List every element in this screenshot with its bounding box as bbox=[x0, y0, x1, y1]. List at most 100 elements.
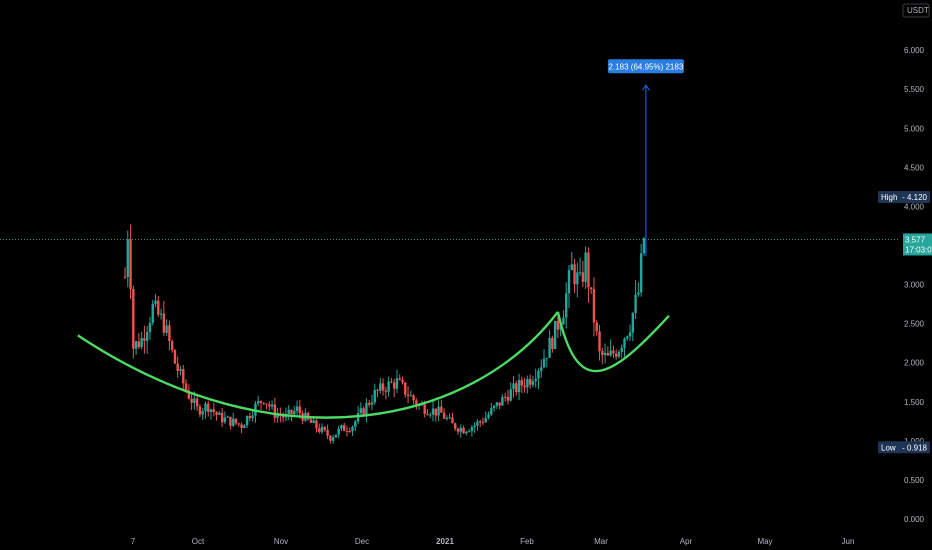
candle-body bbox=[590, 287, 593, 290]
candle-body bbox=[354, 421, 357, 427]
candle-body bbox=[592, 289, 596, 323]
candle-body bbox=[642, 238, 646, 254]
candle-body bbox=[542, 358, 546, 368]
candle-body bbox=[515, 383, 518, 393]
candle-body bbox=[467, 431, 471, 433]
candle-body bbox=[429, 414, 432, 416]
handle-curve[interactable] bbox=[556, 311, 670, 373]
candle-body bbox=[531, 381, 535, 385]
measure-tool[interactable]: 2.183 (64.95%) 2183 bbox=[607, 59, 684, 257]
candle-body bbox=[290, 409, 293, 415]
candle-body bbox=[309, 419, 313, 423]
candle-body bbox=[387, 381, 390, 392]
candle-body bbox=[315, 420, 318, 429]
last-price-value: 3.577 bbox=[905, 235, 926, 244]
candle-body bbox=[293, 410, 296, 415]
candle-body bbox=[379, 383, 382, 391]
y-tick-label: 2.500 bbox=[904, 320, 925, 329]
candle-body bbox=[456, 428, 460, 432]
pattern-drawings bbox=[77, 311, 670, 419]
candle-body bbox=[631, 312, 635, 333]
candle-body bbox=[348, 431, 351, 433]
candle-body bbox=[634, 294, 637, 313]
x-tick-label: Feb bbox=[520, 537, 534, 546]
candle-body bbox=[567, 270, 571, 294]
candle-body bbox=[462, 427, 465, 434]
candle-body bbox=[614, 353, 618, 357]
candle-body bbox=[201, 411, 204, 415]
candle-body bbox=[337, 428, 340, 435]
candle-body bbox=[368, 402, 371, 405]
candle-body bbox=[470, 427, 474, 432]
high-badge-box bbox=[878, 191, 930, 204]
last-price-countdown: 17:03:0 bbox=[905, 245, 932, 254]
candle-body bbox=[445, 417, 449, 419]
candle-body bbox=[123, 276, 127, 278]
candle-body bbox=[598, 331, 601, 352]
candle-body bbox=[140, 338, 143, 348]
candle-body bbox=[528, 378, 532, 385]
candle-body bbox=[490, 408, 493, 415]
candle-body bbox=[329, 435, 332, 441]
candle-body bbox=[606, 352, 610, 356]
candle-body bbox=[193, 398, 196, 403]
currency-box[interactable] bbox=[902, 3, 930, 18]
candle-body bbox=[165, 325, 168, 333]
candle-body bbox=[395, 378, 399, 389]
candle-body bbox=[295, 406, 299, 411]
measure-label: 2.183 (64.95%) 2183 bbox=[609, 62, 684, 71]
candle-body bbox=[484, 417, 487, 423]
x-tick-label: Jun bbox=[842, 537, 855, 546]
x-tick-label: Oct bbox=[192, 537, 205, 546]
candle-body bbox=[553, 320, 557, 349]
candle-body bbox=[626, 336, 629, 339]
candle-body bbox=[359, 408, 363, 414]
candle-body bbox=[495, 402, 499, 406]
candle-body bbox=[578, 272, 582, 274]
candle-body bbox=[168, 325, 171, 342]
candle-body bbox=[331, 437, 335, 441]
candle-body bbox=[601, 351, 604, 356]
candle-body bbox=[276, 414, 279, 418]
x-tick-label: Dec bbox=[355, 537, 369, 546]
candle-body bbox=[187, 390, 191, 399]
candle-body bbox=[259, 400, 263, 403]
candle-body bbox=[440, 406, 443, 413]
candle-body bbox=[381, 383, 385, 391]
candle-body bbox=[198, 406, 202, 415]
candle-body bbox=[581, 272, 585, 282]
candle-body bbox=[176, 363, 179, 372]
candle-body bbox=[298, 406, 302, 414]
candle-body bbox=[234, 418, 238, 424]
last-price-box bbox=[903, 233, 932, 256]
candle-body bbox=[404, 382, 407, 395]
cup-curve[interactable] bbox=[77, 311, 559, 419]
y-tick-label: 5.000 bbox=[904, 124, 925, 133]
candle-body bbox=[617, 352, 621, 357]
candle-body bbox=[570, 264, 573, 271]
low-badge-box bbox=[878, 441, 930, 454]
candle-body bbox=[487, 414, 490, 418]
candle-body bbox=[537, 370, 540, 379]
candle-body bbox=[370, 402, 374, 405]
y-tick-label: 5.500 bbox=[904, 85, 925, 94]
candle-body bbox=[623, 338, 626, 348]
candles-layer bbox=[123, 224, 646, 444]
candle-body bbox=[251, 415, 254, 419]
candle-body bbox=[448, 417, 451, 419]
candle-body bbox=[240, 424, 243, 429]
currency-label[interactable]: USDT bbox=[907, 6, 929, 15]
candle-body bbox=[190, 398, 193, 403]
candle-body bbox=[345, 430, 349, 432]
candle-body bbox=[465, 431, 468, 434]
low-badge-value: - 0.918 bbox=[902, 443, 927, 452]
candle-body bbox=[639, 253, 643, 293]
candle-body bbox=[257, 400, 260, 404]
candle-body bbox=[207, 403, 210, 412]
candle-body bbox=[159, 313, 163, 315]
candle-body bbox=[146, 331, 149, 341]
time-axis[interactable]: 7 Oct Nov Dec 2021 Feb Mar Apr May Jun bbox=[131, 537, 855, 546]
low-badge-label: Low bbox=[881, 443, 896, 452]
